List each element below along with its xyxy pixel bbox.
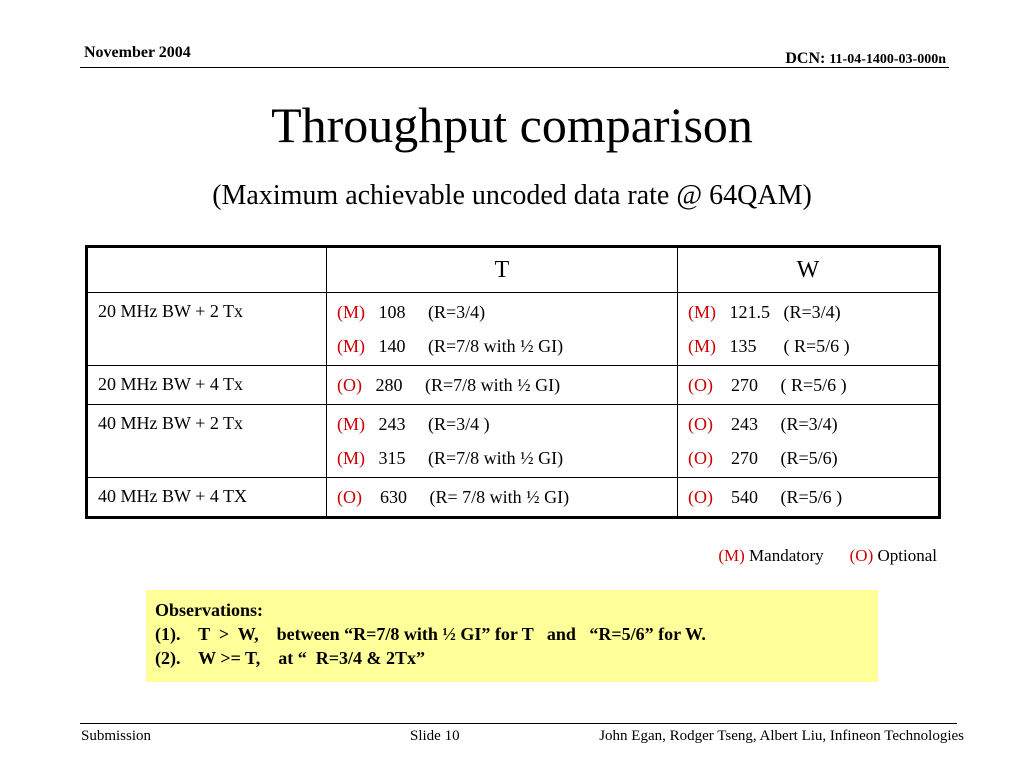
- t-entry: (M) 243 (R=3/4 ): [337, 413, 677, 447]
- w-entry: (O) 540 (R=5/6 ): [688, 486, 938, 510]
- entry-tag: (O): [688, 448, 713, 468]
- header-date: November 2004: [84, 44, 191, 61]
- entry-text: 121.5 (R=3/4): [716, 302, 841, 322]
- footer-slide-number: Slide 10: [410, 728, 460, 744]
- t-entry: (O) 280 (R=7/8 with ½ GI): [337, 374, 677, 398]
- entry-text: 270 ( R=5/6 ): [713, 375, 847, 395]
- header-divider: [80, 67, 949, 68]
- legend-optional-tag: (O): [849, 546, 874, 565]
- row-label: 40 MHz BW + 4 TX: [98, 486, 247, 506]
- row-label-cell: 40 MHz BW + 2 Tx: [86, 404, 327, 478]
- observation-line: (2). W >= T, at “ R=3/4 & 2Tx”: [155, 648, 425, 668]
- row-label: 20 MHz BW + 2 Tx: [98, 301, 243, 321]
- entry-text: 108 (R=3/4): [365, 302, 486, 322]
- w-entry: (O) 243 (R=3/4): [688, 413, 938, 447]
- table-header-row: T W: [86, 246, 940, 293]
- header-cell-w: W: [677, 246, 940, 293]
- entry-text: 135 ( R=5/6 ): [716, 336, 850, 356]
- row-label: 40 MHz BW + 2 Tx: [98, 413, 243, 433]
- observations-box: Observations: (1). T > W, between “R=7/8…: [146, 590, 878, 682]
- entry-text: 540 (R=5/6 ): [713, 487, 843, 507]
- legend-mandatory-text: Mandatory: [744, 546, 824, 565]
- entry-tag: (O): [688, 487, 713, 507]
- row-label-cell: 20 MHz BW + 4 Tx: [86, 365, 327, 405]
- table-row: 40 MHz BW + 4 TX (O) 630 (R= 7/8 with ½ …: [86, 477, 940, 518]
- legend-mandatory-tag: (M): [718, 546, 745, 565]
- w-entry: (M) 135 ( R=5/6 ): [688, 335, 938, 359]
- legend: (M) Mandatory (O) Optional: [718, 546, 937, 566]
- observation-line: (1). T > W, between “R=7/8 with ½ GI” fo…: [155, 624, 706, 644]
- row-label-cell: 40 MHz BW + 4 TX: [86, 477, 327, 518]
- entry-tag: (M): [337, 414, 365, 434]
- table-row: 20 MHz BW + 2 Tx (M) 108 (R=3/4) (M) 140…: [86, 292, 940, 366]
- throughput-table: T W 20 MHz BW + 2 Tx (M) 108 (R=3/4) (M)…: [85, 245, 941, 519]
- header-dcn: DCN: 11-04-1400-03-000n: [785, 50, 946, 68]
- entry-text: 315 (R=7/8 with ½ GI): [365, 448, 564, 468]
- t-cell: (O) 280 (R=7/8 with ½ GI): [326, 365, 678, 405]
- entry-tag: (M): [688, 336, 716, 356]
- table-row: 20 MHz BW + 4 Tx (O) 280 (R=7/8 with ½ G…: [86, 365, 940, 405]
- t-cell: (M) 108 (R=3/4) (M) 140 (R=7/8 with ½ GI…: [326, 292, 678, 366]
- entry-tag: (M): [337, 336, 365, 356]
- entry-tag: (O): [688, 375, 713, 395]
- footer-submission: Submission: [81, 728, 152, 744]
- t-cell: (M) 243 (R=3/4 ) (M) 315 (R=7/8 with ½ G…: [326, 404, 678, 478]
- t-entry: (O) 630 (R= 7/8 with ½ GI): [337, 486, 677, 510]
- t-cell: (O) 630 (R= 7/8 with ½ GI): [326, 477, 678, 518]
- footer-divider: [80, 723, 957, 724]
- legend-optional-text: Optional: [873, 546, 938, 565]
- entry-tag: (M): [688, 302, 716, 322]
- w-cell: (O) 540 (R=5/6 ): [677, 477, 940, 518]
- t-entry: (M) 140 (R=7/8 with ½ GI): [337, 335, 677, 359]
- entry-tag: (O): [688, 414, 713, 434]
- slide-subtitle: (Maximum achievable uncoded data rate @ …: [212, 180, 812, 211]
- entry-text: 243 (R=3/4): [713, 414, 838, 434]
- w-entry: (O) 270 (R=5/6): [688, 447, 938, 471]
- dcn-number: 11-04-1400-03-000n: [829, 52, 946, 67]
- header-cell-empty: [86, 246, 327, 293]
- slide-title: Throughput comparison: [271, 97, 753, 153]
- t-entry: (M) 315 (R=7/8 with ½ GI): [337, 447, 677, 471]
- footer-authors: John Egan, Rodger Tseng, Albert Liu, Inf…: [599, 728, 964, 744]
- dcn-label: DCN:: [785, 50, 830, 67]
- header-cell-t: T: [326, 246, 678, 293]
- entry-text: 630 (R= 7/8 with ½ GI): [362, 487, 570, 507]
- entry-text: 243 (R=3/4 ): [365, 414, 490, 434]
- entry-text: 270 (R=5/6): [713, 448, 838, 468]
- entry-tag: (O): [337, 487, 362, 507]
- w-entry: (M) 121.5 (R=3/4): [688, 301, 938, 335]
- t-entry: (M) 108 (R=3/4): [337, 301, 677, 335]
- w-entry: (O) 270 ( R=5/6 ): [688, 374, 938, 398]
- row-label: 20 MHz BW + 4 Tx: [98, 374, 243, 394]
- entry-tag: (O): [337, 375, 362, 395]
- table-row: 40 MHz BW + 2 Tx (M) 243 (R=3/4 ) (M) 31…: [86, 404, 940, 478]
- observations-heading: Observations:: [155, 600, 263, 620]
- row-label-cell: 20 MHz BW + 2 Tx: [86, 292, 327, 366]
- w-cell: (M) 121.5 (R=3/4) (M) 135 ( R=5/6 ): [677, 292, 940, 366]
- w-cell: (O) 270 ( R=5/6 ): [677, 365, 940, 405]
- entry-text: 280 (R=7/8 with ½ GI): [362, 375, 561, 395]
- entry-tag: (M): [337, 302, 365, 322]
- entry-text: 140 (R=7/8 with ½ GI): [365, 336, 564, 356]
- w-cell: (O) 243 (R=3/4) (O) 270 (R=5/6): [677, 404, 940, 478]
- entry-tag: (M): [337, 448, 365, 468]
